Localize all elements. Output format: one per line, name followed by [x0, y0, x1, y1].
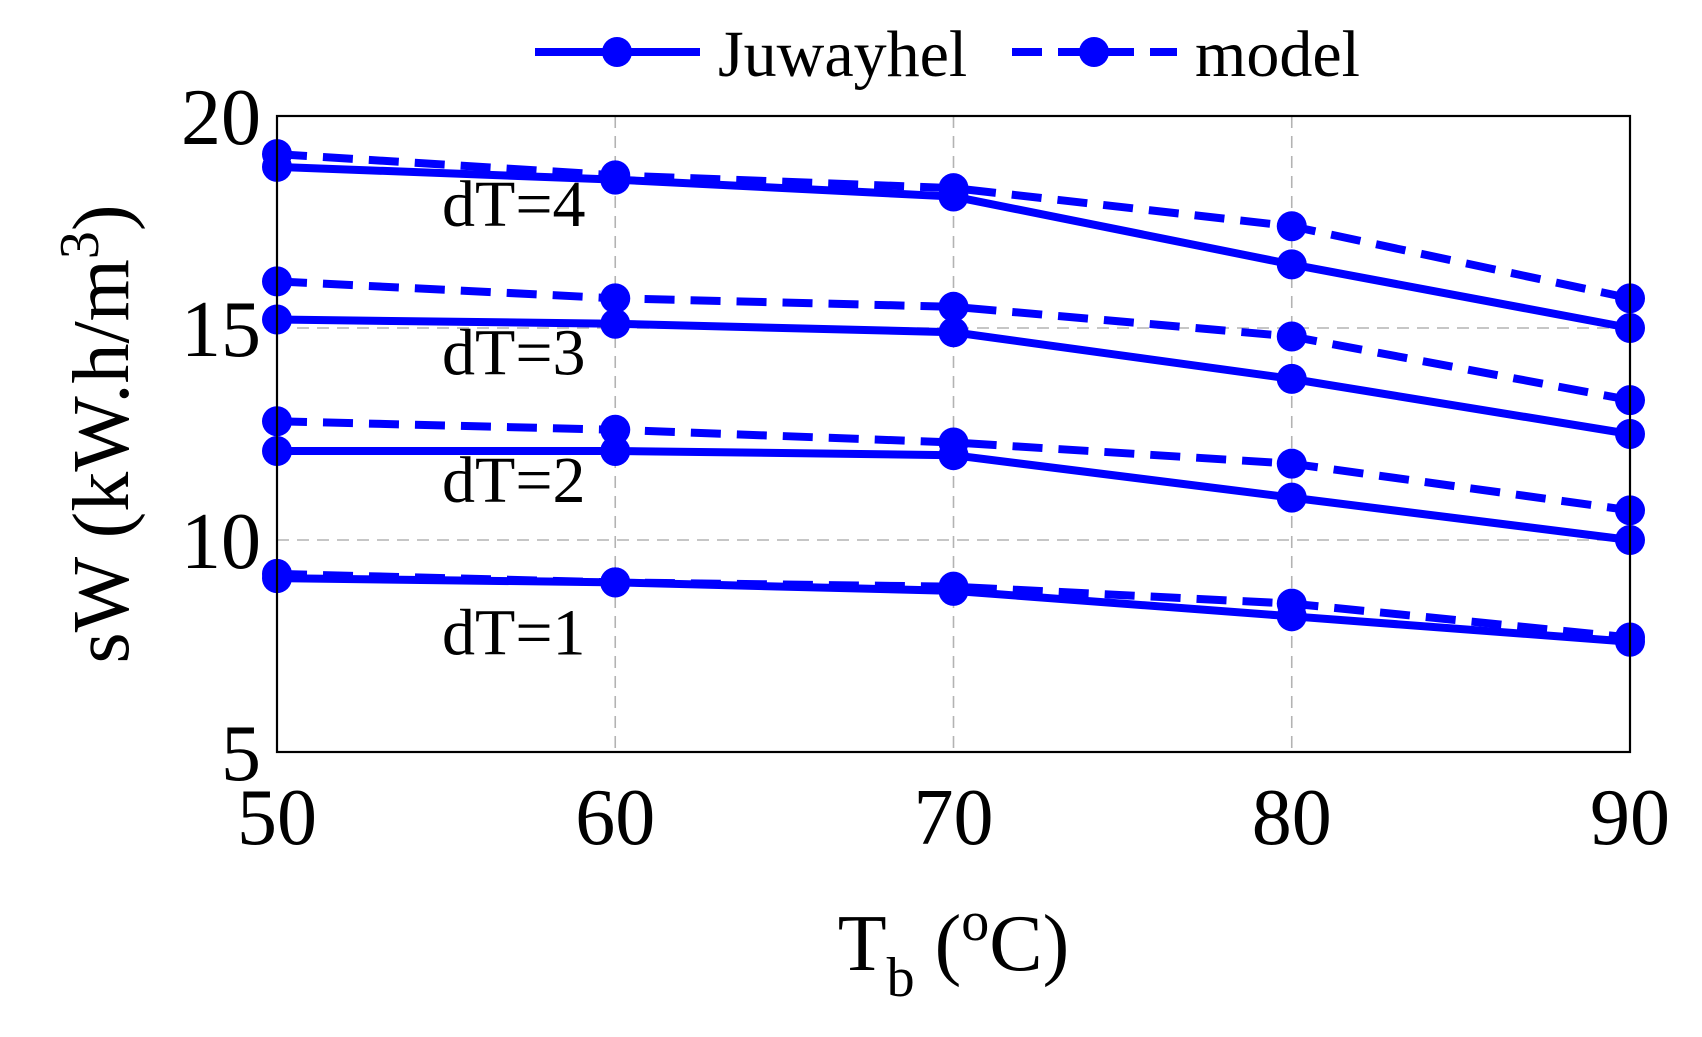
data-point: [600, 160, 631, 191]
x-tick-label: 70: [914, 774, 994, 862]
x-axis-title-post: C): [989, 900, 1069, 988]
series-juwayhel-dt3: [262, 304, 1645, 449]
data-point: [938, 317, 969, 348]
y-tick-label: 15: [181, 286, 261, 374]
data-point: [938, 571, 969, 602]
y-axis-title-post: ): [58, 204, 146, 231]
series-group-label: dT=4: [442, 168, 586, 241]
annotations: dT=4 dT=3 dT=2 dT=1: [442, 168, 586, 669]
tick-labels: 50 60 70 80 90 5 10 15 20: [181, 74, 1670, 862]
series-line: [276, 417, 1631, 515]
y-axis-title-sup: 3: [49, 231, 111, 259]
legend-item-model: model: [1012, 18, 1360, 91]
data-point: [1276, 249, 1307, 280]
series-layer: [262, 139, 1645, 657]
series-group-label: dT=3: [442, 317, 586, 390]
data-point: [1276, 448, 1307, 479]
grid: [277, 116, 1630, 752]
series-group-label: dT=2: [442, 444, 586, 517]
x-tick-label: 50: [237, 774, 317, 862]
x-tick-label: 90: [1590, 774, 1670, 862]
y-tick-label: 10: [181, 498, 261, 586]
data-point: [1276, 482, 1307, 513]
legend-marker: [602, 37, 632, 67]
series-model-dt3: [262, 266, 1645, 416]
x-axis-title-main: T: [838, 900, 887, 988]
legend-item-juwayhel: Juwayhel: [535, 18, 967, 91]
x-tick-label: 80: [1252, 774, 1332, 862]
data-point: [600, 414, 631, 445]
data-point: [938, 291, 969, 322]
data-point: [938, 427, 969, 458]
data-point: [600, 435, 631, 466]
series-line: [276, 150, 1631, 303]
data-point: [1276, 211, 1307, 242]
x-axis-title: Tb (oC): [838, 891, 1070, 1009]
data-point: [600, 567, 631, 598]
legend-label: Juwayhel: [718, 18, 967, 91]
series-group-label: dT=1: [442, 596, 586, 669]
legend-label: model: [1195, 18, 1360, 91]
data-point: [600, 308, 631, 339]
plot-frame: [275, 114, 1632, 754]
data-point: [1276, 321, 1307, 352]
data-point: [600, 283, 631, 314]
y-tick-label: 20: [181, 74, 261, 162]
x-axis-title-sup: o: [961, 891, 989, 953]
series-line: [276, 569, 1631, 642]
data-point: [1276, 363, 1307, 394]
data-point: [1276, 588, 1307, 619]
data-point: [938, 173, 969, 204]
legend-marker: [1079, 37, 1109, 67]
series-line: [276, 277, 1631, 405]
y-axis-title-main: sW (kW.h/m: [58, 259, 146, 663]
legend: Juwayhel model: [535, 18, 1360, 91]
y-tick-label: 5: [221, 710, 261, 798]
x-axis-title-sub: b: [887, 947, 915, 1009]
x-axis-title-pre: (: [915, 900, 962, 988]
y-axis-title: sW (kW.h/m3): [49, 204, 146, 663]
x-tick-label: 60: [575, 774, 655, 862]
